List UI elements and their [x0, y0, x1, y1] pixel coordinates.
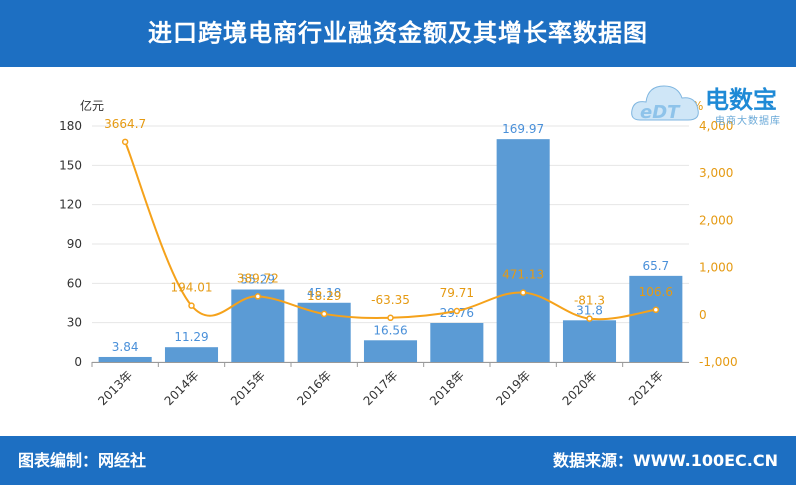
y-right-tick-label: 4,000 — [699, 119, 733, 133]
growth-data-label: 18.29 — [307, 289, 341, 303]
bar — [164, 347, 219, 362]
x-tick-label: 2021年 — [626, 368, 666, 408]
footer-credit: 图表编制：网经社 — [18, 451, 147, 470]
bar-data-label: 11.29 — [174, 330, 208, 344]
x-tick-label: 2020年 — [560, 368, 600, 408]
bar-data-label: 55.29 — [241, 273, 275, 287]
growth-point — [320, 310, 328, 318]
growth-data-label: 389.72 — [237, 271, 279, 285]
footer-source: 数据来源：WWW.100EC.CN — [552, 451, 778, 470]
y-right-tick-label: 3,000 — [699, 166, 733, 180]
y-left-tick-label: 180 — [59, 119, 82, 133]
growth-data-label: 3664.7 — [104, 117, 146, 131]
growth-point — [453, 307, 461, 315]
y-right-tick-label: 1,000 — [699, 261, 733, 275]
bar — [98, 356, 152, 362]
page-title: 进口跨境电商行业融资金额及其增长率数据图 — [148, 19, 648, 47]
bar — [430, 322, 484, 362]
growth-data-label: 79.71 — [440, 286, 474, 300]
x-tick-label: 2018年 — [427, 368, 467, 408]
logo-name: 电数宝 — [705, 86, 777, 114]
bar — [629, 275, 683, 362]
growth-data-label: 194.01 — [171, 281, 213, 295]
y-left-tick-label: 90 — [67, 237, 82, 251]
growth-point — [519, 289, 527, 296]
logo: eDT — [630, 72, 790, 132]
y-right-tick-label: 0 — [699, 308, 707, 322]
chart: 0 30 60 90 120 150 180 -1,000 0 1,000 2,000 3,000 4,… — [59, 98, 738, 408]
growth-point — [387, 314, 394, 322]
growth-point — [254, 293, 262, 300]
x-tick-label: 2014年 — [162, 368, 202, 408]
bar-data-label: 31.8 — [576, 303, 603, 317]
x-tick-label: 2013年 — [95, 368, 135, 408]
bar-data-label: 16.56 — [373, 323, 407, 337]
x-tick-label: 2016年 — [294, 368, 334, 408]
y-left-tick-label: 30 — [67, 316, 82, 330]
footer-bar: 图表编制：网经社 数据来源：WWW.100EC.CN — [0, 436, 796, 485]
growth-data-label: 471.13 — [502, 268, 544, 282]
y-left-tick-label: 150 — [59, 158, 82, 172]
x-tick-label: 2019年 — [493, 368, 533, 408]
bar-data-label: 65.7 — [642, 259, 669, 273]
growth-data-label: 106.6 — [639, 285, 673, 299]
logo-mark: eDT — [640, 102, 681, 123]
bar — [562, 320, 617, 362]
bar-data-label: 45.18 — [307, 286, 341, 300]
bar — [363, 340, 418, 362]
y-left-tick-label: 120 — [59, 198, 82, 212]
growth-point — [188, 302, 195, 309]
y-left-unit: 亿元 — [80, 98, 104, 113]
y-right-tick-label: 2,000 — [699, 213, 733, 227]
bar — [496, 139, 550, 362]
bar-data-label: 3.84 — [112, 340, 139, 354]
growth-data-label: -81.3 — [574, 294, 605, 308]
growth-point — [121, 138, 129, 146]
logo-subtitle: 电商大数据库 — [715, 116, 781, 127]
growth-point — [586, 315, 593, 322]
y-left-tick-label: 60 — [67, 276, 82, 290]
y-right-unit: % — [692, 99, 703, 113]
cloud-icon: eDT — [631, 85, 699, 123]
bar-data-label: 169.97 — [502, 122, 544, 136]
x-tick-label: 2015年 — [228, 368, 268, 408]
x-tick-label: 2017年 — [361, 368, 401, 408]
y-right-tick-label: -1,000 — [699, 355, 738, 369]
growth-point — [652, 306, 660, 314]
header-bar: 进口跨境电商行业融资金额及其增长率数据图 — [0, 0, 796, 67]
growth-data-label: -63.35 — [371, 293, 410, 307]
y-left-tick-label: 0 — [74, 355, 82, 369]
